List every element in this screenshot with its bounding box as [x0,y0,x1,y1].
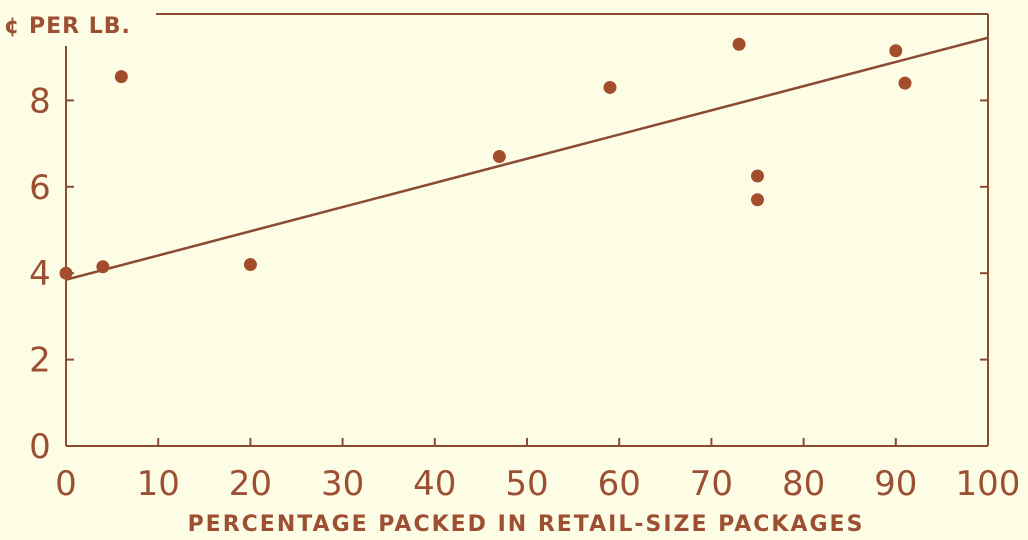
x-tick-label: 100 [956,464,1021,504]
data-marks [59,36,989,281]
x-tick-label: 0 [55,464,77,504]
x-tick-label: 80 [782,464,825,504]
x-tick-label: 90 [874,464,917,504]
trend-line [65,36,989,281]
x-tick-label: 10 [137,464,180,504]
x-tick-label: 40 [413,464,456,504]
y-tick-label: 6 [29,168,51,208]
data-point [603,80,617,94]
data-point [889,44,903,58]
data-point [732,37,746,51]
x-tick-label: 50 [505,464,548,504]
data-point [243,258,257,272]
x-axis-title: PERCENTAGE PACKED IN RETAIL-SIZE PACKAGE… [188,512,865,537]
ticks: 0 10 20 30 40 50 60 70 80 90 100 0 2 4 6 8 [29,81,1020,504]
y-tick-label: 4 [29,254,51,294]
data-point [59,266,73,280]
y-tick-label: 0 [29,427,51,467]
y-tick-label: 2 [29,341,51,381]
data-point [751,193,764,207]
data-point [492,150,506,164]
x-tick-label: 70 [690,464,733,504]
y-tick-label: 8 [29,81,51,121]
y-axis-title: ¢ PER LB. [4,14,131,39]
x-tick-label: 30 [321,464,364,504]
data-point [114,70,128,84]
x-tick-label: 20 [229,464,272,504]
data-point [898,76,912,90]
data-point [751,169,764,183]
data-point [96,260,110,274]
x-tick-label: 60 [598,464,641,504]
axes [65,13,989,447]
